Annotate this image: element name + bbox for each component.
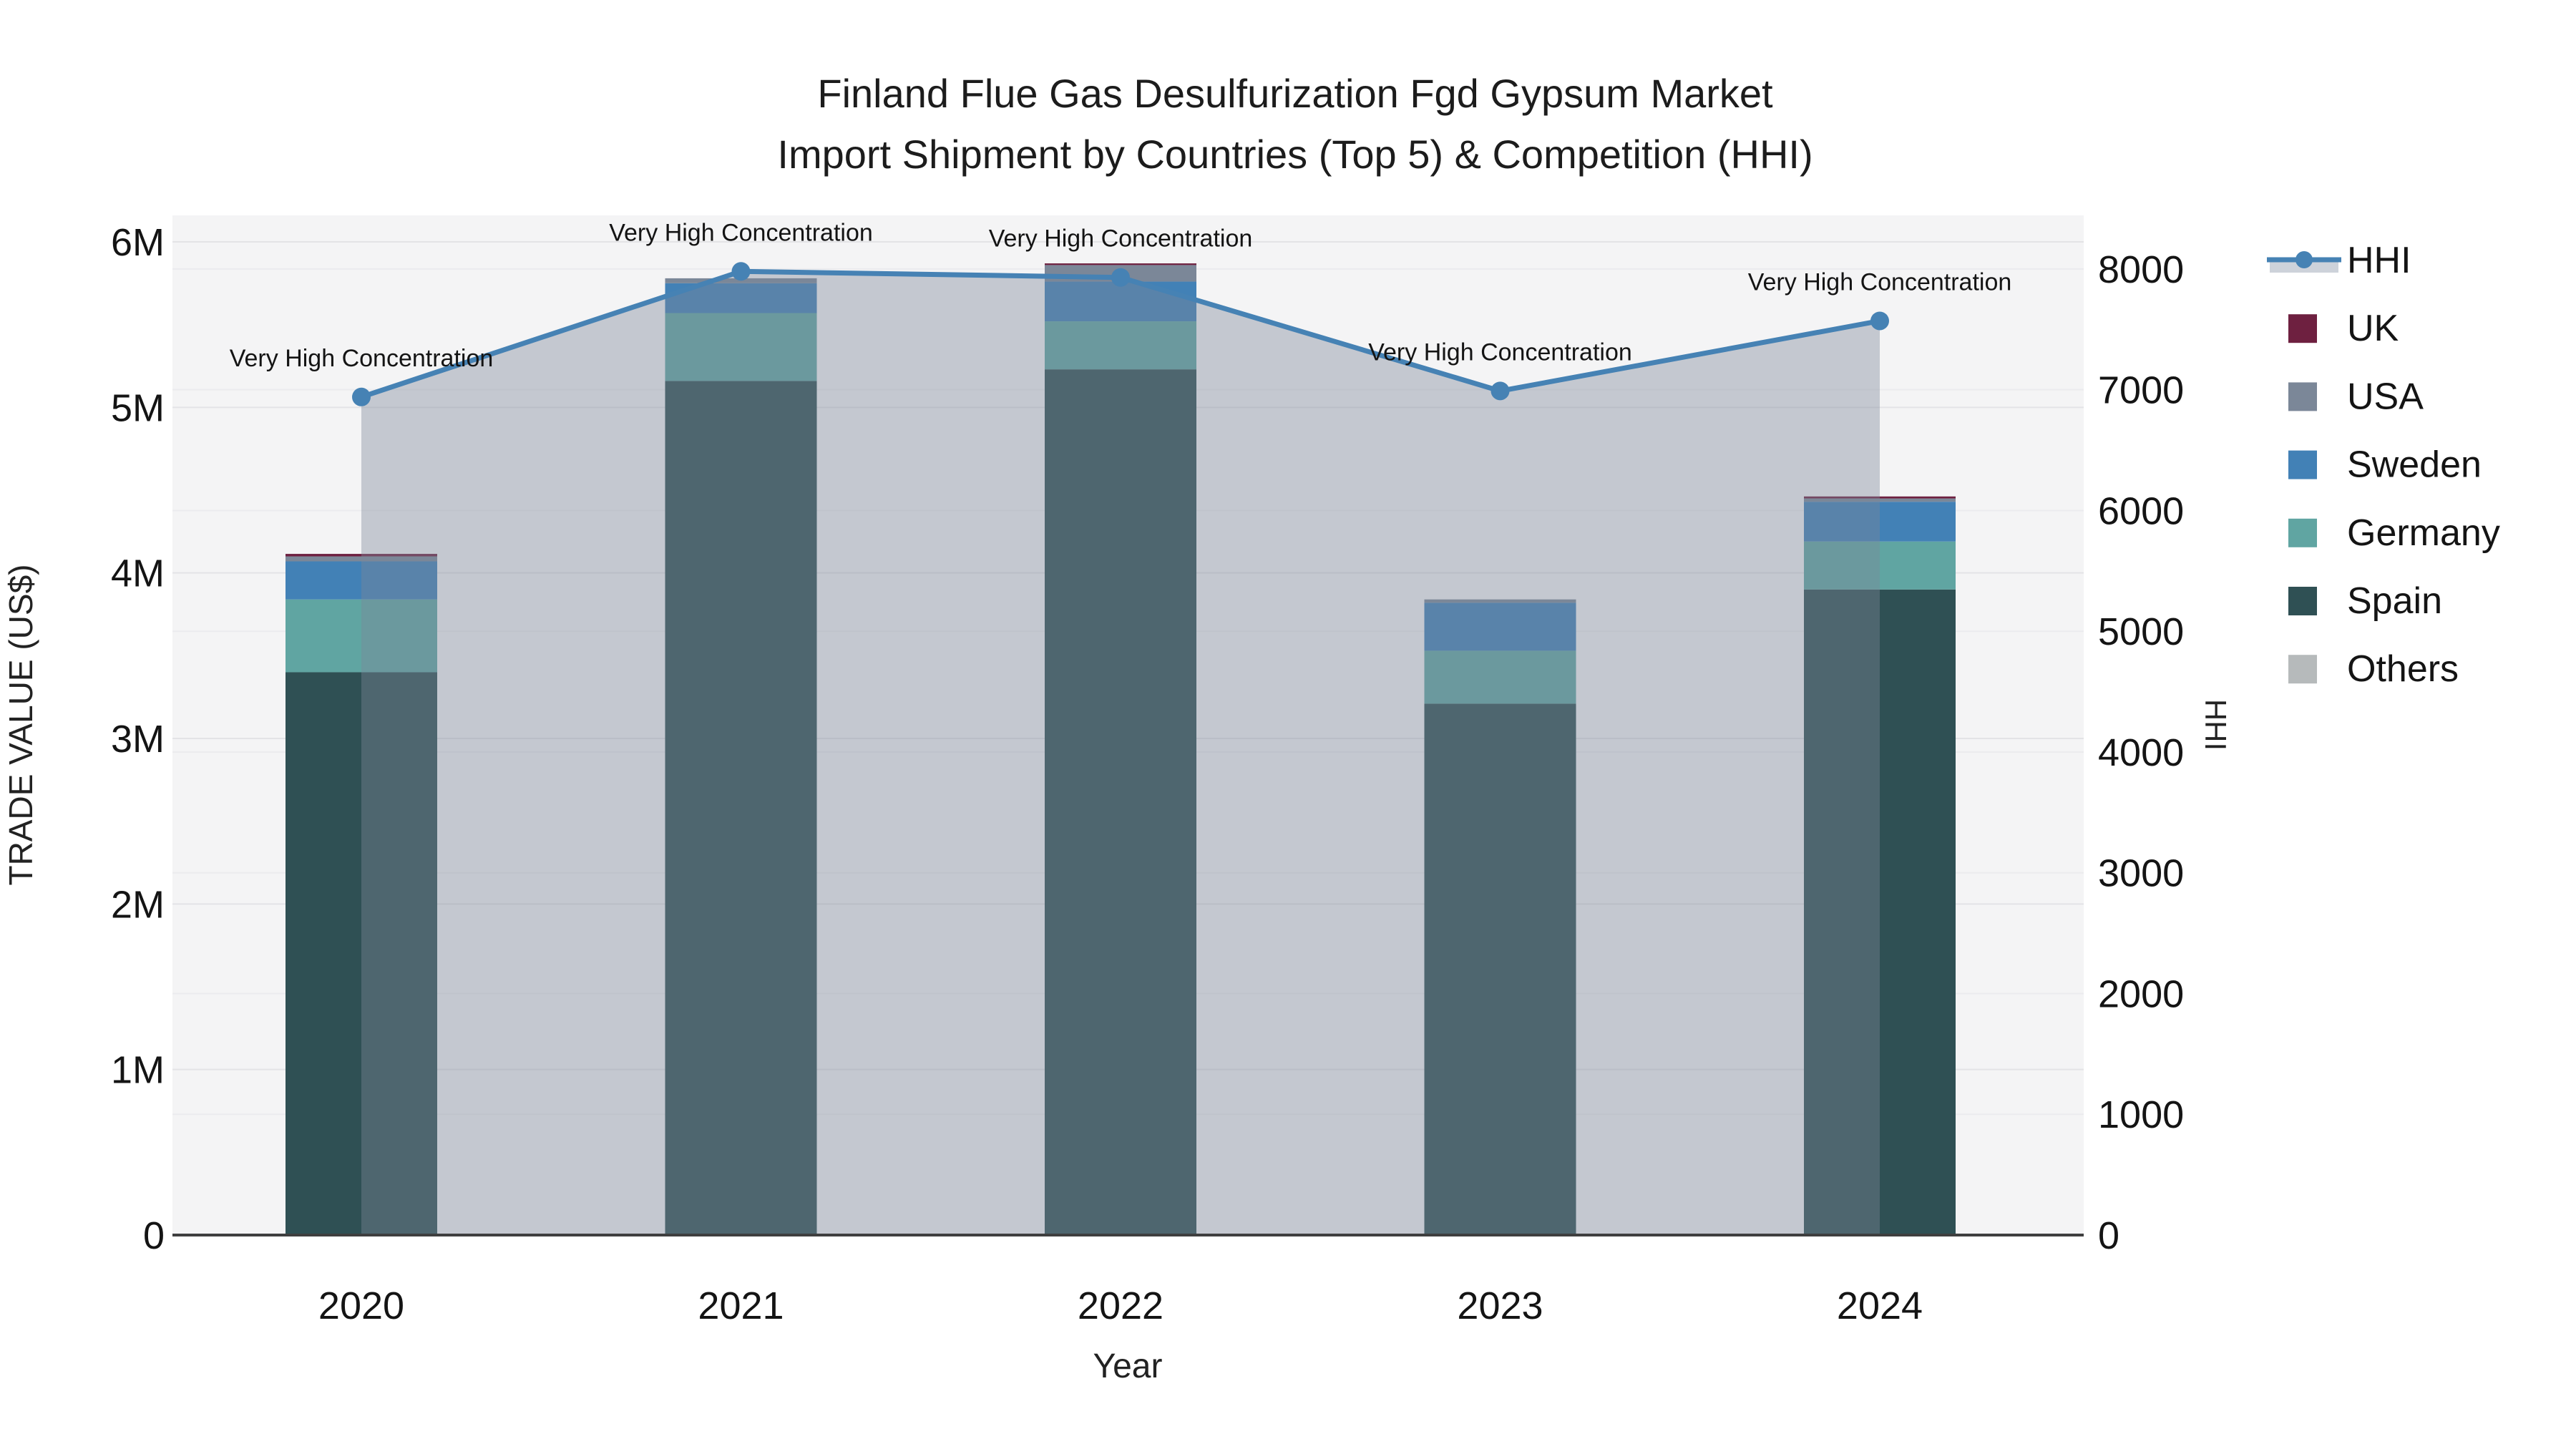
y-left-tick-2M: 2M	[111, 883, 165, 926]
chart-title-line2: Import Shipment by Countries (Top 5) & C…	[777, 132, 1813, 177]
legend-label-sweden: Sweden	[2347, 444, 2482, 486]
bar-segment-spain-2023	[1424, 703, 1576, 1235]
legend-label-spain: Spain	[2347, 580, 2442, 622]
bar-segment-sweden-2020	[286, 561, 437, 600]
hhi-area-fill	[361, 271, 1880, 1236]
y-left-tick-0: 0	[143, 1214, 165, 1257]
bar-segment-usa-2023	[1424, 599, 1576, 603]
legend-label-usa: USA	[2347, 376, 2424, 417]
x-tick-2021: 2021	[698, 1284, 784, 1327]
hhi-marker-2021	[731, 262, 751, 281]
annotation-2020: Very High Concentration	[230, 345, 494, 372]
y-left-tick-5M: 5M	[111, 386, 165, 429]
y-left-tick-6M: 6M	[111, 221, 165, 264]
y-right-tick-3000: 3000	[2098, 852, 2184, 895]
y-right-tick-7000: 7000	[2098, 369, 2184, 412]
annotation-2022: Very High Concentration	[989, 225, 1253, 253]
legend-item-others[interactable]: Others	[2288, 648, 2459, 690]
y-right-tick-2000: 2000	[2098, 972, 2184, 1015]
hhi-marker-2020	[352, 387, 371, 406]
legend-swatch-sweden	[2288, 450, 2317, 479]
bar-segment-spain-2021	[665, 381, 817, 1236]
legend-swatch-spain	[2288, 587, 2317, 615]
y-right-axis-title: HHI	[2199, 699, 2233, 751]
bar-segment-uk-2024	[1804, 496, 1956, 499]
legend-swatch-uk	[2288, 314, 2317, 343]
legend: HHI UK USA Sweden Germany Spain Others	[2267, 240, 2500, 690]
hhi-marker-2023	[1491, 381, 1510, 401]
bar-segment-germany-2022	[1045, 321, 1196, 370]
bar-segment-spain-2022	[1045, 369, 1196, 1236]
x-tick-2024: 2024	[1837, 1284, 1923, 1327]
legend-label-uk: UK	[2347, 308, 2399, 349]
hhi-marker-2022	[1111, 268, 1130, 287]
annotation-2023: Very High Concentration	[1368, 338, 1632, 366]
bar-segment-germany-2021	[665, 313, 817, 381]
y-right-tick-6000: 6000	[2098, 489, 2184, 532]
y-left-axis-title: TRADE VALUE (US$)	[2, 564, 39, 885]
y-left-tick-1M: 1M	[111, 1049, 165, 1092]
legend-label-others: Others	[2347, 648, 2459, 690]
bar-segment-sweden-2024	[1804, 502, 1956, 542]
x-tick-2023: 2023	[1457, 1284, 1543, 1327]
y-right-tick-0: 0	[2098, 1214, 2119, 1257]
bar-segment-usa-2024	[1804, 498, 1956, 502]
legend-swatch-usa	[2288, 382, 2317, 411]
y-right-tick-8000: 8000	[2098, 248, 2184, 291]
hhi-marker-2024	[1870, 311, 1889, 331]
legend-swatch-germany	[2288, 518, 2317, 547]
legend-item-uk[interactable]: UK	[2288, 308, 2399, 349]
legend-item-spain[interactable]: Spain	[2288, 580, 2442, 622]
hhi-line	[352, 262, 1889, 406]
legend-label-hhi: HHI	[2347, 240, 2411, 281]
bar-segment-sweden-2022	[1045, 281, 1196, 322]
x-tick-2022: 2022	[1078, 1284, 1163, 1327]
chart-title-line1: Finland Flue Gas Desulfurization Fgd Gyp…	[817, 71, 1773, 116]
legend-item-germany[interactable]: Germany	[2288, 512, 2500, 554]
bar-segment-uk-2020	[286, 554, 437, 557]
bar-segment-spain-2020	[286, 672, 437, 1235]
bar-segment-usa-2020	[286, 556, 437, 562]
legend-item-hhi[interactable]: HHI	[2267, 240, 2411, 281]
bar-segment-sweden-2023	[1424, 602, 1576, 651]
legend-label-germany: Germany	[2347, 512, 2500, 554]
bar-segment-germany-2024	[1804, 541, 1956, 590]
hhi-area-polygon	[361, 271, 1880, 1236]
bar-segment-uk-2022	[1045, 263, 1196, 265]
y-right-tick-4000: 4000	[2098, 731, 2184, 774]
legend-hhi-marker	[2296, 251, 2313, 268]
bar-segment-usa-2021	[665, 278, 817, 283]
annotations-group: Very High Concentration Very High Concent…	[230, 219, 2012, 372]
x-axis-title: Year	[1093, 1347, 1163, 1385]
y-right-tick-1000: 1000	[2098, 1093, 2184, 1136]
bar-segment-germany-2020	[286, 599, 437, 673]
x-tick-2020: 2020	[318, 1284, 404, 1327]
y-left-tick-3M: 3M	[111, 718, 165, 761]
y-right-tick-5000: 5000	[2098, 610, 2184, 653]
legend-swatch-others	[2288, 655, 2317, 684]
y-left-tick-4M: 4M	[111, 552, 165, 595]
tick-labels-group: 0 1M 2M 3M 4M 5M 6M 0 1000 2000 3000 4000 5000 6000 70…	[111, 221, 2184, 1327]
bar-segment-germany-2023	[1424, 650, 1576, 704]
annotation-2021: Very High Concentration	[609, 219, 873, 246]
bar-segment-spain-2024	[1804, 589, 1956, 1235]
bars-group	[286, 263, 1956, 1236]
legend-item-usa[interactable]: USA	[2288, 376, 2424, 417]
legend-item-sweden[interactable]: Sweden	[2288, 444, 2482, 486]
annotation-2024: Very High Concentration	[1748, 268, 2012, 296]
